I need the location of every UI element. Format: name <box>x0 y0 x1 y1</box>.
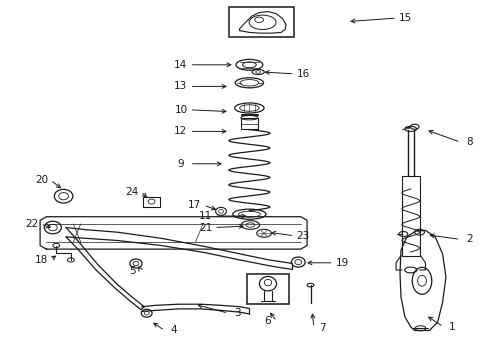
Text: 4: 4 <box>170 325 177 336</box>
Text: 16: 16 <box>296 69 309 79</box>
Text: 7: 7 <box>319 323 325 333</box>
Text: 6: 6 <box>264 316 271 326</box>
Text: 19: 19 <box>335 258 348 268</box>
Bar <box>401 176 419 256</box>
Text: 21: 21 <box>198 222 212 233</box>
Text: 17: 17 <box>187 200 201 210</box>
Text: 11: 11 <box>198 211 212 221</box>
Text: 22: 22 <box>25 219 39 229</box>
Text: 1: 1 <box>448 322 455 332</box>
Text: 13: 13 <box>174 81 187 91</box>
Text: 18: 18 <box>35 255 48 265</box>
Text: 24: 24 <box>125 186 139 197</box>
Text: 3: 3 <box>233 308 240 318</box>
Bar <box>241 118 258 129</box>
Bar <box>247 274 288 304</box>
Text: 10: 10 <box>174 105 187 115</box>
Bar <box>228 7 293 37</box>
Text: 12: 12 <box>174 126 187 136</box>
Text: 5: 5 <box>128 266 135 276</box>
Text: 9: 9 <box>177 159 184 169</box>
Text: 2: 2 <box>465 234 472 244</box>
Text: 20: 20 <box>35 175 48 185</box>
Text: 15: 15 <box>398 13 412 23</box>
Text: 8: 8 <box>465 137 472 147</box>
Text: 14: 14 <box>174 60 187 70</box>
Bar <box>142 197 160 207</box>
Text: 23: 23 <box>296 231 309 241</box>
